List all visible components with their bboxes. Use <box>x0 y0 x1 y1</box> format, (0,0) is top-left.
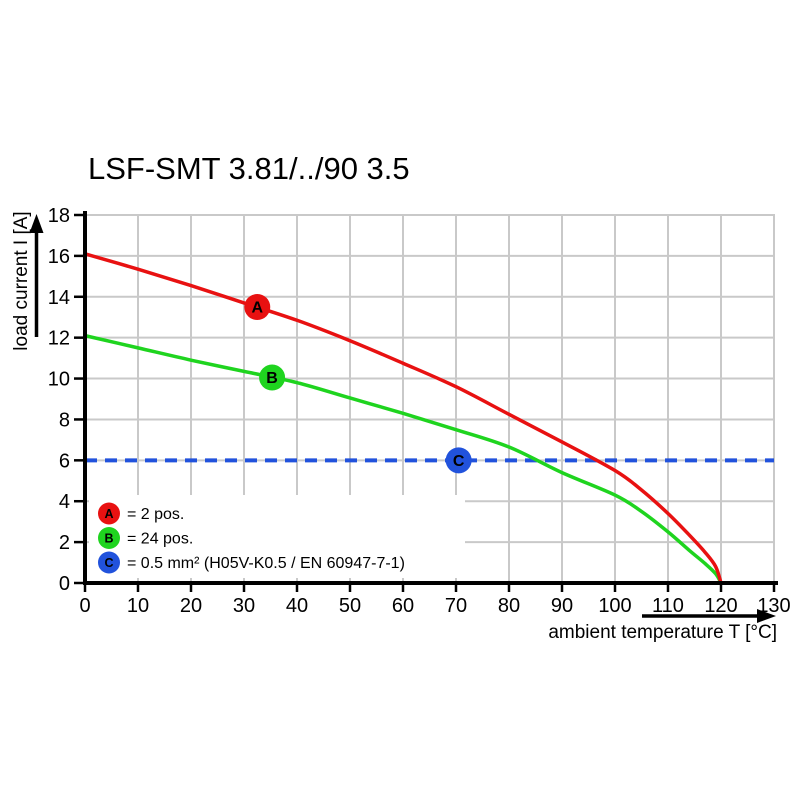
legend-label: = 0.5 mm² (H05V-K0.5 / EN 60947-7-1) <box>127 555 405 572</box>
legend-marker-letter: A <box>104 507 113 521</box>
legend-marker <box>98 527 120 549</box>
x-tick-label: 80 <box>498 595 520 617</box>
y-axis-arrow-icon <box>29 214 44 337</box>
y-tick-label: 16 <box>48 246 70 268</box>
legend-label: = 2 pos. <box>127 506 184 523</box>
x-tick-label: 30 <box>233 595 255 617</box>
x-tick-label: 60 <box>392 595 414 617</box>
x-tick-label: 40 <box>286 595 308 617</box>
marker-b: B <box>259 364 286 391</box>
x-tick-label: 0 <box>79 595 90 617</box>
legend: A = 2 pos. B = 24 pos. C = 0.5 mm² (H05V-K0.5… <box>98 502 405 574</box>
marker-circle <box>259 364 286 391</box>
x-tick-label: 70 <box>445 595 467 617</box>
marker-label: B <box>266 370 278 387</box>
y-axis-label: load current I [A] <box>11 211 32 350</box>
chart-title: LSF-SMT 3.81/../90 3.5 <box>88 151 410 186</box>
legend-item: C = 0.5 mm² (H05V-K0.5 / EN 60947-7-1) <box>98 551 405 574</box>
x-tick-label: 50 <box>339 595 361 617</box>
x-tick-label: 20 <box>180 595 202 617</box>
y-tick-label: 14 <box>48 287 70 309</box>
legend-label: = 24 pos. <box>127 531 193 548</box>
y-tick-label: 8 <box>59 409 70 431</box>
legend-marker <box>98 551 120 574</box>
legend-marker-letter: C <box>104 556 113 570</box>
x-tick-label: 120 <box>704 595 737 617</box>
x-tick-label: 90 <box>551 595 573 617</box>
y-tick-label: 6 <box>59 450 70 472</box>
y-tick-label: 10 <box>48 369 70 391</box>
legend-background <box>89 495 465 578</box>
marker-label: C <box>453 453 465 470</box>
marker-a: A <box>244 294 271 320</box>
axes <box>74 211 778 592</box>
y-tick-label: 12 <box>48 328 70 350</box>
x-tick-label: 110 <box>652 595 684 617</box>
marker-circle <box>445 447 472 474</box>
legend-item: B = 24 pos. <box>98 527 193 549</box>
x-axis-label: ambient temperature T [°C] <box>548 622 777 643</box>
legend-item: A = 2 pos. <box>98 502 184 525</box>
curve-a <box>84 252 723 584</box>
y-tick-label: 0 <box>59 573 70 595</box>
x-axis-arrow-icon <box>642 609 776 623</box>
curve-b <box>84 333 723 584</box>
x-tick-label: 100 <box>598 595 631 617</box>
marker-circle <box>244 294 271 320</box>
y-tick-label: 18 <box>48 205 70 227</box>
x-tick-label: 130 <box>757 595 790 617</box>
marker-c: C <box>445 447 472 474</box>
y-tick-label: 2 <box>59 532 70 554</box>
marker-label: A <box>251 300 263 317</box>
legend-marker-letter: B <box>104 532 113 546</box>
y-tick-label: 4 <box>59 491 70 513</box>
x-tick-label: 10 <box>127 595 149 617</box>
legend-marker <box>98 502 120 525</box>
